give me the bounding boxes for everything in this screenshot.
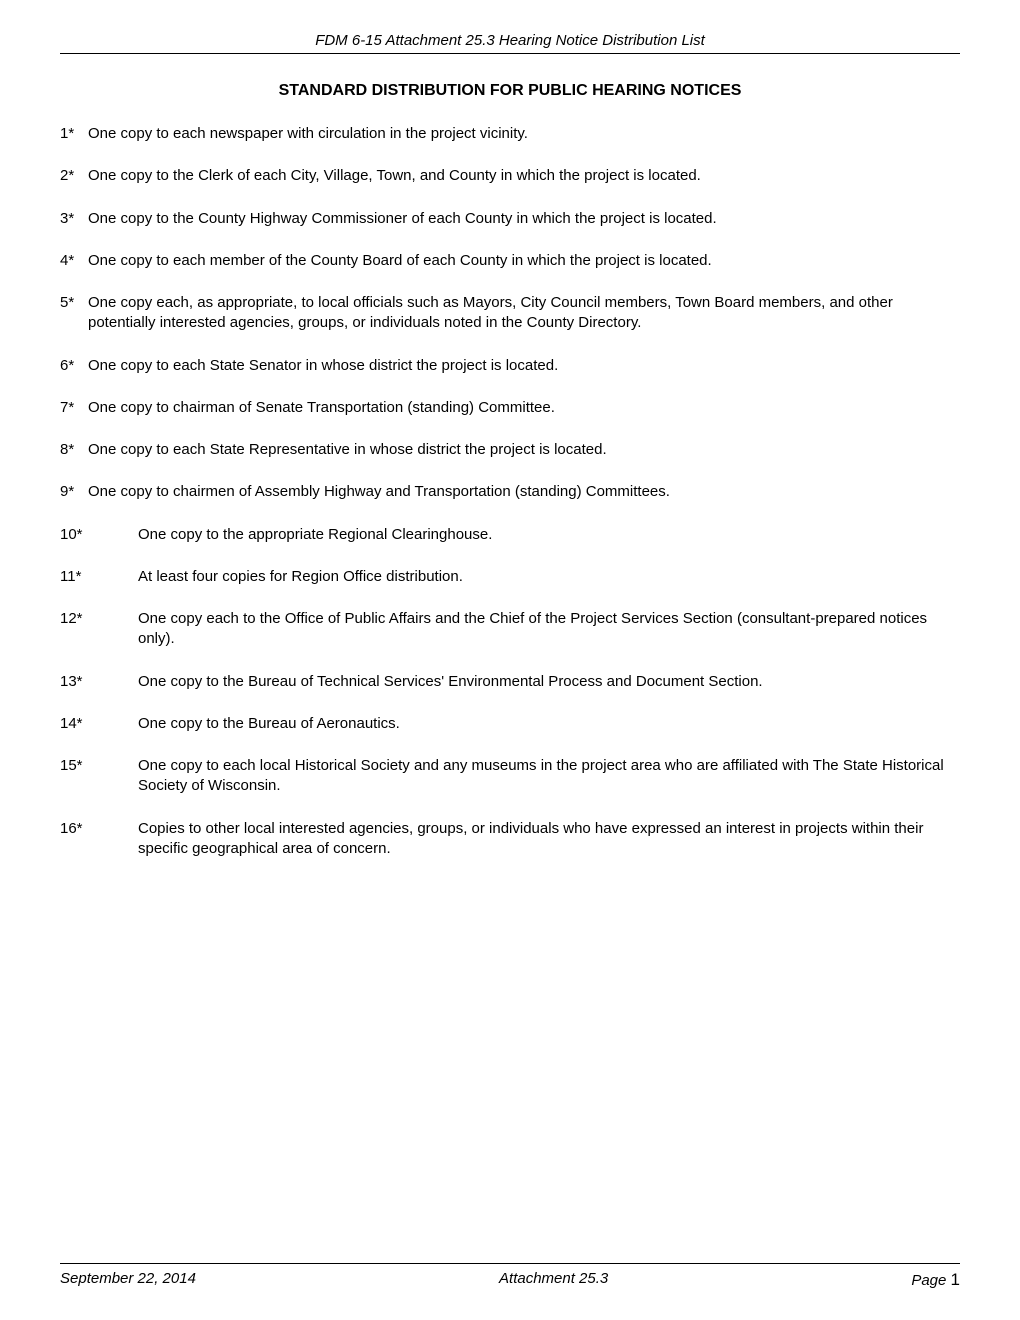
item-number: 10* [60, 525, 138, 545]
item-number: 1* [60, 124, 88, 144]
item-number: 9* [60, 482, 88, 502]
item-text: At least four copies for Region Office d… [138, 567, 960, 587]
list-item: 10*One copy to the appropriate Regional … [60, 525, 960, 545]
item-text: One copy to the Clerk of each City, Vill… [88, 166, 960, 186]
item-text: One copy each to the Office of Public Af… [138, 609, 960, 650]
item-text: One copy to the appropriate Regional Cle… [138, 525, 960, 545]
header-rule [60, 53, 960, 54]
item-text: One copy to chairman of Senate Transport… [88, 398, 960, 418]
item-text: One copy to the Bureau of Technical Serv… [138, 672, 960, 692]
item-number: 16* [60, 819, 138, 860]
item-text: One copy to each State Representative in… [88, 440, 960, 460]
item-text: One copy to each member of the County Bo… [88, 251, 960, 271]
item-number: 14* [60, 714, 138, 734]
footer-page-label: Page [911, 1272, 950, 1289]
list-item: 12*One copy each to the Office of Public… [60, 609, 960, 650]
item-text: One copy to each local Historical Societ… [138, 756, 960, 797]
item-number: 5* [60, 293, 88, 334]
footer-date: September 22, 2014 [60, 1270, 196, 1290]
item-number: 13* [60, 672, 138, 692]
list-item: 15*One copy to each local Historical Soc… [60, 756, 960, 797]
item-number: 6* [60, 356, 88, 376]
list-item: 8*One copy to each State Representative … [60, 440, 960, 460]
item-number: 11* [60, 567, 138, 587]
list-item: 3*One copy to the County Highway Commiss… [60, 209, 960, 229]
main-title: STANDARD DISTRIBUTION FOR PUBLIC HEARING… [60, 82, 960, 100]
item-number: 4* [60, 251, 88, 271]
footer-row: September 22, 2014 Attachment 25.3 Page … [60, 1270, 960, 1290]
item-text: One copy to the County Highway Commissio… [88, 209, 960, 229]
item-text: One copy to the Bureau of Aeronautics. [138, 714, 960, 734]
list-item: 16*Copies to other local interested agen… [60, 819, 960, 860]
list-item: 1*One copy to each newspaper with circul… [60, 124, 960, 144]
footer-attachment: Attachment 25.3 [499, 1270, 608, 1290]
list-item: 9*One copy to chairmen of Assembly Highw… [60, 482, 960, 502]
item-number: 3* [60, 209, 88, 229]
list-item: 6*One copy to each State Senator in whos… [60, 356, 960, 376]
list-item: 14*One copy to the Bureau of Aeronautics… [60, 714, 960, 734]
header-doc-title: FDM 6-15 Attachment 25.3 Hearing Notice … [60, 32, 960, 49]
footer-page: Page 1 [911, 1270, 960, 1290]
footer: September 22, 2014 Attachment 25.3 Page … [60, 1263, 960, 1290]
list-item: 11*At least four copies for Region Offic… [60, 567, 960, 587]
list-item: 2*One copy to the Clerk of each City, Vi… [60, 166, 960, 186]
item-number: 7* [60, 398, 88, 418]
list-item: 7*One copy to chairman of Senate Transpo… [60, 398, 960, 418]
item-text: One copy to each State Senator in whose … [88, 356, 960, 376]
item-text: One copy each, as appropriate, to local … [88, 293, 960, 334]
items-list: 1*One copy to each newspaper with circul… [60, 124, 960, 859]
list-item: 4*One copy to each member of the County … [60, 251, 960, 271]
item-text: One copy to chairmen of Assembly Highway… [88, 482, 960, 502]
item-number: 8* [60, 440, 88, 460]
footer-page-num: 1 [951, 1270, 960, 1289]
list-item: 5*One copy each, as appropriate, to loca… [60, 293, 960, 334]
item-text: One copy to each newspaper with circulat… [88, 124, 960, 144]
item-number: 15* [60, 756, 138, 797]
list-item: 13*One copy to the Bureau of Technical S… [60, 672, 960, 692]
item-number: 12* [60, 609, 138, 650]
footer-rule [60, 1263, 960, 1264]
item-number: 2* [60, 166, 88, 186]
item-text: Copies to other local interested agencie… [138, 819, 960, 860]
